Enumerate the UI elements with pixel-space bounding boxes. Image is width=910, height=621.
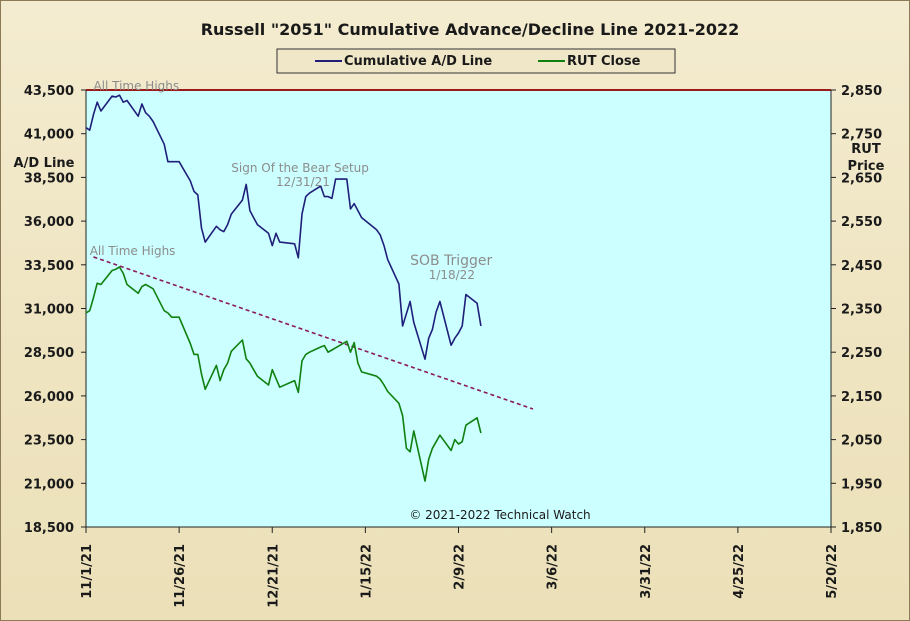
x-tick-label: 11/1/21 [80, 544, 95, 599]
left-tick-label: 26,000 [24, 390, 74, 405]
x-tick-label: 2/9/22 [453, 544, 468, 590]
right-tick-label: 2,150 [841, 390, 882, 405]
annotation-label: 12/31/21 [276, 175, 330, 189]
plot-area [86, 90, 831, 527]
left-tick-label: 31,000 [24, 303, 74, 318]
left-axis: 18,500 21,000 23,500 26,000 28,500 31,000 33,5… [24, 84, 86, 536]
x-axis: 11/1/21 11/26/21 12/21/21 1/15/22 2/9/22 3/6/… [80, 527, 840, 608]
left-tick-label: 18,500 [24, 521, 74, 536]
series-line-rut [85, 266, 482, 482]
right-axis-label-line1: RUT [851, 142, 881, 157]
left-tick-label: 23,500 [24, 434, 74, 449]
x-tick-label: 12/21/21 [266, 544, 281, 608]
right-tick-label: 2,450 [841, 259, 882, 274]
right-tick-label: 2,550 [841, 215, 882, 230]
annotation-label: All Time Highs [93, 79, 179, 93]
left-tick-label: 38,500 [24, 171, 74, 186]
left-tick-label: 33,500 [24, 259, 74, 274]
annotation-label: 1/18/22 [429, 268, 475, 282]
trendline-layer [93, 256, 534, 410]
left-axis-label: A/D Line [14, 156, 75, 171]
right-tick-label: 1,950 [841, 477, 882, 492]
trendline [93, 256, 534, 410]
x-tick-label: 3/31/22 [639, 544, 654, 599]
left-tick-label: 41,000 [24, 128, 74, 143]
left-tick-label: 36,000 [24, 215, 74, 230]
right-tick-label: 2,750 [841, 128, 882, 143]
annotations-layer: All Time Highs Sign Of the Bear Setup12/3… [90, 79, 493, 282]
right-tick-label: 2,850 [841, 84, 882, 99]
right-tick-label: 2,650 [841, 171, 882, 186]
right-tick-label: 2,050 [841, 434, 882, 449]
right-tick-label: 2,250 [841, 346, 882, 361]
left-tick-label: 43,500 [24, 84, 74, 99]
legend-label-ad-line: Cumulative A/D Line [344, 54, 492, 69]
right-tick-label: 2,350 [841, 303, 882, 318]
annotation-label: SOB Trigger [410, 253, 492, 269]
x-tick-label: 11/26/21 [173, 544, 188, 608]
series-line-ad [85, 94, 482, 361]
annotation-label: All Time Highs [90, 244, 176, 258]
copyright-text: © 2021-2022 Technical Watch [409, 508, 590, 522]
series-layer [85, 94, 482, 482]
left-tick-label: 21,000 [24, 477, 74, 492]
x-tick-label: 4/25/22 [732, 544, 747, 599]
legend-box [276, 48, 676, 74]
right-axis-label-line2: Price [848, 159, 885, 174]
legend: Cumulative A/D Line RUT Close [276, 48, 676, 74]
x-tick-label: 3/6/22 [546, 544, 561, 590]
chart-title: Russell "2051" Cumulative Advance/Declin… [201, 20, 740, 39]
legend-label-rut: RUT Close [567, 54, 641, 69]
right-tick-label: 1,850 [841, 521, 882, 536]
left-tick-label: 28,500 [24, 346, 74, 361]
annotation-label: Sign Of the Bear Setup [231, 161, 369, 175]
right-axis: 1,850 1,950 2,050 2,150 2,250 2,350 2,450 2,550… [831, 84, 882, 536]
x-tick-label: 5/20/22 [825, 544, 840, 599]
x-tick-label: 1/15/22 [359, 544, 374, 599]
